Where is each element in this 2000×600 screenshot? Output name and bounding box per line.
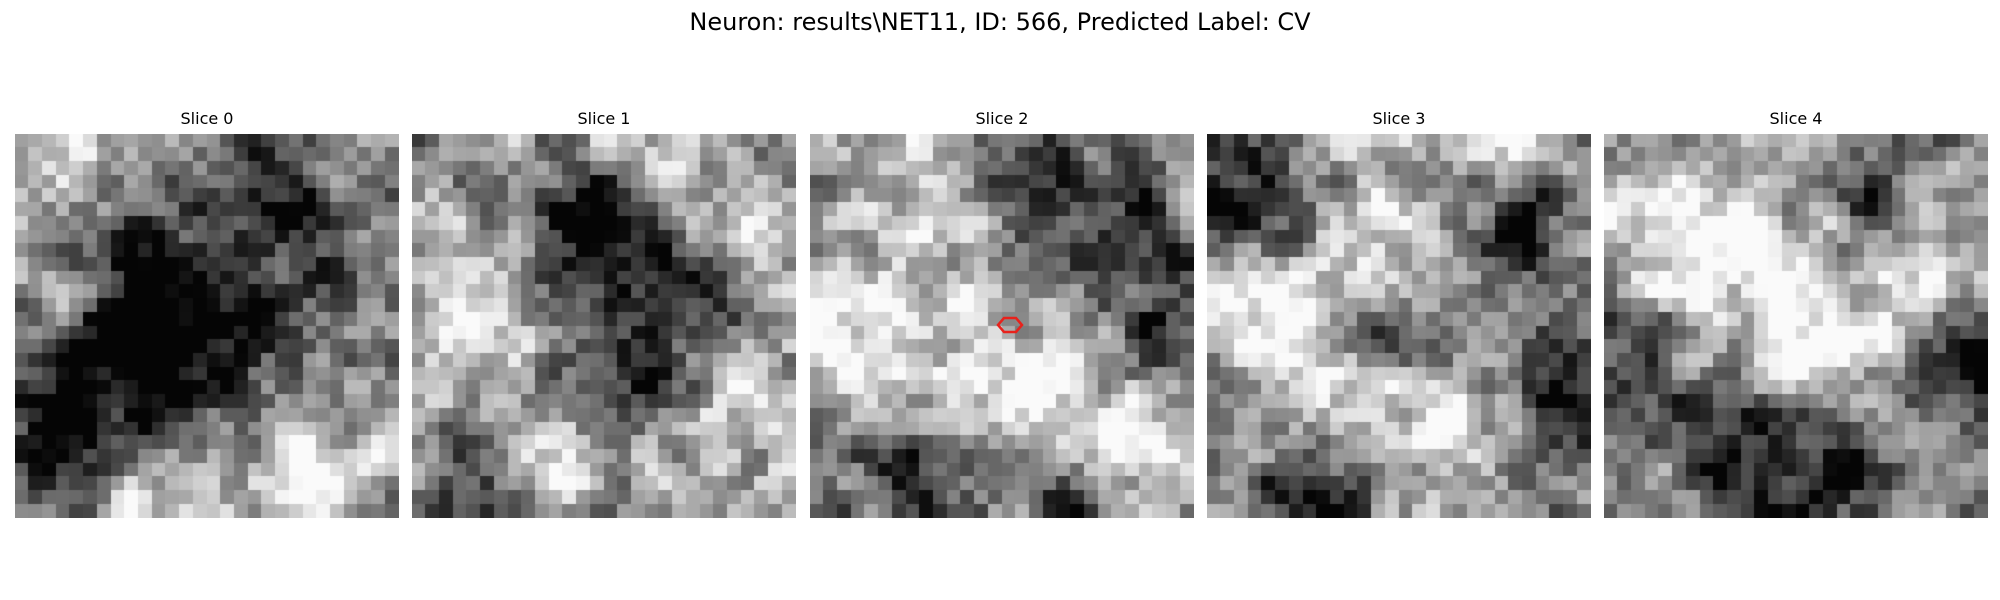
slice-image-3 bbox=[1207, 134, 1591, 518]
slice-image-0 bbox=[15, 134, 399, 518]
slice-image-1 bbox=[412, 134, 796, 518]
figure-title: Neuron: results\NET11, ID: 566, Predicte… bbox=[689, 8, 1311, 36]
slice-image-4 bbox=[1604, 134, 1988, 518]
slice-image-2 bbox=[810, 134, 1194, 518]
slice-title-0: Slice 0 bbox=[180, 109, 234, 128]
slice-title-4: Slice 4 bbox=[1769, 109, 1823, 128]
slice-title-3: Slice 3 bbox=[1372, 109, 1426, 128]
slice-title-1: Slice 1 bbox=[577, 109, 631, 128]
slice-title-2: Slice 2 bbox=[975, 109, 1029, 128]
